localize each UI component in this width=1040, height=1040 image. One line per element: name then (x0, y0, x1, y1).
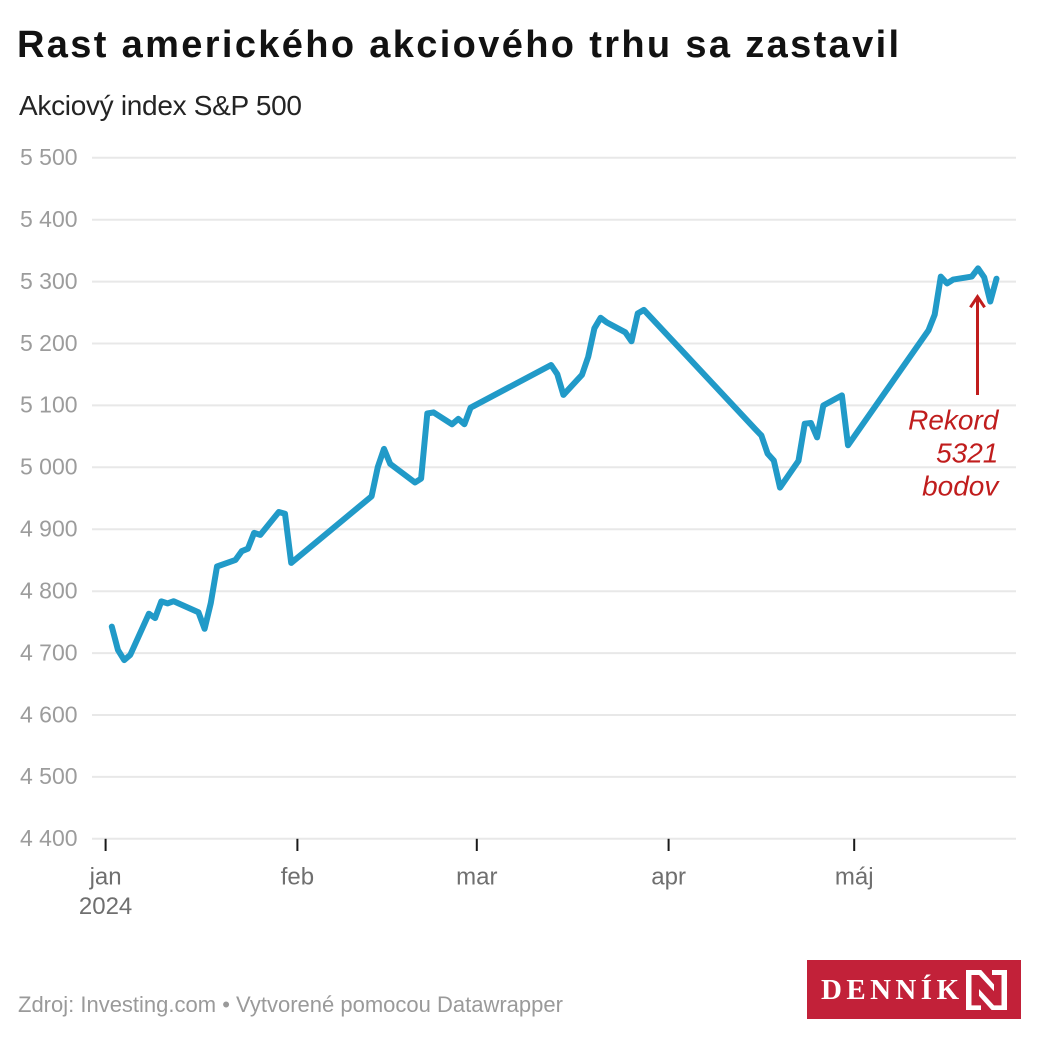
svg-text:4 400: 4 400 (20, 825, 78, 851)
svg-text:5 300: 5 300 (20, 268, 78, 294)
svg-text:4 700: 4 700 (20, 639, 78, 665)
svg-text:2024: 2024 (79, 893, 132, 920)
svg-text:jan: jan (89, 864, 122, 891)
svg-text:5 500: 5 500 (20, 144, 78, 170)
svg-text:5 400: 5 400 (20, 206, 78, 232)
svg-text:mar: mar (456, 864, 497, 891)
svg-text:apr: apr (651, 864, 686, 891)
svg-text:4 800: 4 800 (20, 578, 78, 604)
svg-text:4 500: 4 500 (20, 763, 78, 789)
svg-text:máj: máj (835, 864, 874, 891)
svg-text:4 900: 4 900 (20, 516, 78, 542)
svg-text:5 100: 5 100 (20, 392, 78, 418)
svg-text:5 200: 5 200 (20, 330, 78, 356)
svg-text:Rekord: Rekord (908, 405, 1000, 436)
svg-text:5321: 5321 (936, 438, 998, 469)
svg-text:feb: feb (281, 864, 314, 891)
svg-text:4 600: 4 600 (20, 701, 78, 727)
svg-text:5 000: 5 000 (20, 454, 78, 480)
svg-text:bodov: bodov (922, 471, 1000, 502)
